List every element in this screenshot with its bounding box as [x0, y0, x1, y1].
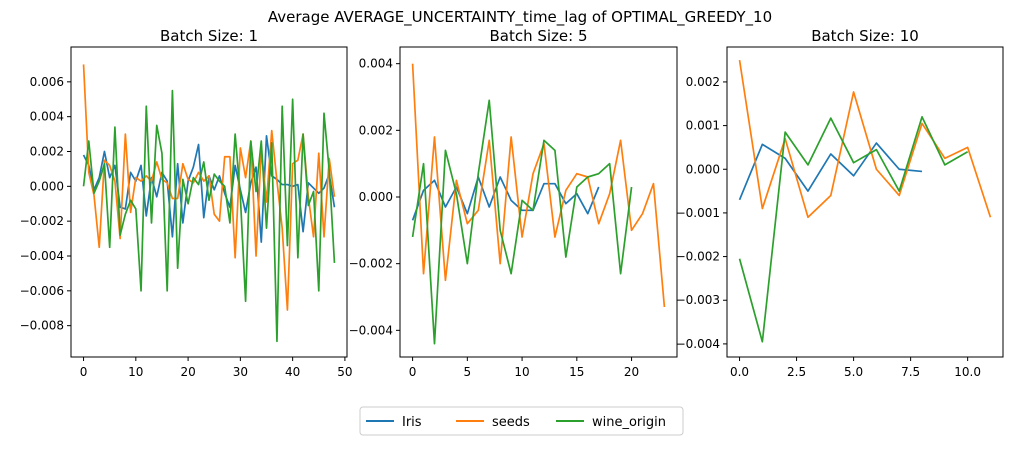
legend-label-wine-origin: wine_origin [592, 415, 666, 430]
legend: Iris seeds wine_origin [359, 406, 684, 436]
x-tick-label: 15 [569, 365, 584, 379]
y-tick-label: −0.002 [349, 257, 393, 271]
y-tick-label: 0.001 [686, 119, 720, 133]
axes-frame [70, 46, 348, 358]
subplot-title: Batch Size: 5 [489, 27, 587, 45]
series-line-iris [738, 142, 923, 201]
y-tick-label: −0.008 [20, 319, 64, 333]
series-line-seeds [411, 63, 666, 308]
x-tick-label: 0 [409, 365, 417, 379]
x-tick-label: 5 [464, 365, 472, 379]
y-tick-label: −0.002 [20, 214, 64, 228]
y-tick-label: 0.004 [30, 110, 64, 124]
x-tick-label: 2.5 [787, 365, 806, 379]
series-line-wine-origin [738, 116, 969, 343]
x-tick-label: 10 [128, 365, 143, 379]
series-line-wine-origin [82, 89, 336, 343]
y-tick-label: −0.004 [349, 323, 393, 337]
y-tick-label: −0.001 [676, 206, 720, 220]
subplot-3: Batch Size: 10 0.0 2.5 5.0 7.5 10.0 −0.004 −0.0… [676, 27, 1004, 379]
x-tick-label: 7.5 [901, 365, 920, 379]
x-tick-label: 10 [514, 365, 529, 379]
x-tick-label: 10.0 [954, 365, 981, 379]
y-tick-label: 0.002 [359, 123, 393, 137]
x-tick-label: 20 [180, 365, 195, 379]
x-tick-label: 20 [624, 365, 639, 379]
y-tick-label: −0.004 [20, 249, 64, 263]
series-line-wine-origin [411, 99, 633, 345]
subplot-panels: Batch Size: 10 10 20 30 40 50−0.008−0.006−0.0… [20, 27, 1004, 379]
figure-title: Average AVERAGE_UNCERTAINTY_time_lag of … [268, 8, 772, 27]
y-tick-label: 0.000 [359, 190, 393, 204]
axes-frame [726, 46, 1004, 358]
y-tick-label: −0.004 [676, 337, 720, 351]
subplot-2: Batch Size: 5 0 5 10 15 20 −0.004 −0.002 0.000 0.… [349, 27, 678, 379]
subplot-title: Batch Size: 10 [811, 27, 919, 45]
y-tick-label: −0.003 [676, 293, 720, 307]
series-line-seeds [82, 64, 336, 311]
y-tick-label: 0.000 [30, 179, 64, 193]
subplot-1: Batch Size: 1 0 10 20 30 40 50 −0.008 −0.006 −0.0… [20, 27, 353, 379]
y-tick-label: 0.000 [686, 162, 720, 176]
x-tick-label: 30 [233, 365, 248, 379]
x-tick-label: 5.0 [844, 365, 863, 379]
series-line-iris [411, 176, 600, 221]
y-tick-label: 0.002 [686, 75, 720, 89]
x-tick-label: 40 [285, 365, 300, 379]
y-tick-label: −0.006 [20, 284, 64, 298]
x-tick-label: 0.0 [730, 365, 749, 379]
y-tick-label: 0.006 [30, 75, 64, 89]
legend-label-iris: Iris [402, 415, 422, 430]
legend-frame [359, 406, 684, 436]
x-tick-label: 50 [337, 365, 352, 379]
y-tick-label: −0.002 [676, 250, 720, 264]
y-tick-label: 0.004 [359, 57, 393, 71]
legend-label-seeds: seeds [492, 415, 530, 430]
x-tick-label: 0 [80, 365, 88, 379]
series-line-seeds [738, 59, 992, 219]
y-tick-label: 0.002 [30, 144, 64, 158]
axes-frame [399, 46, 678, 358]
subplot-title: Batch Size: 1 [160, 27, 258, 45]
